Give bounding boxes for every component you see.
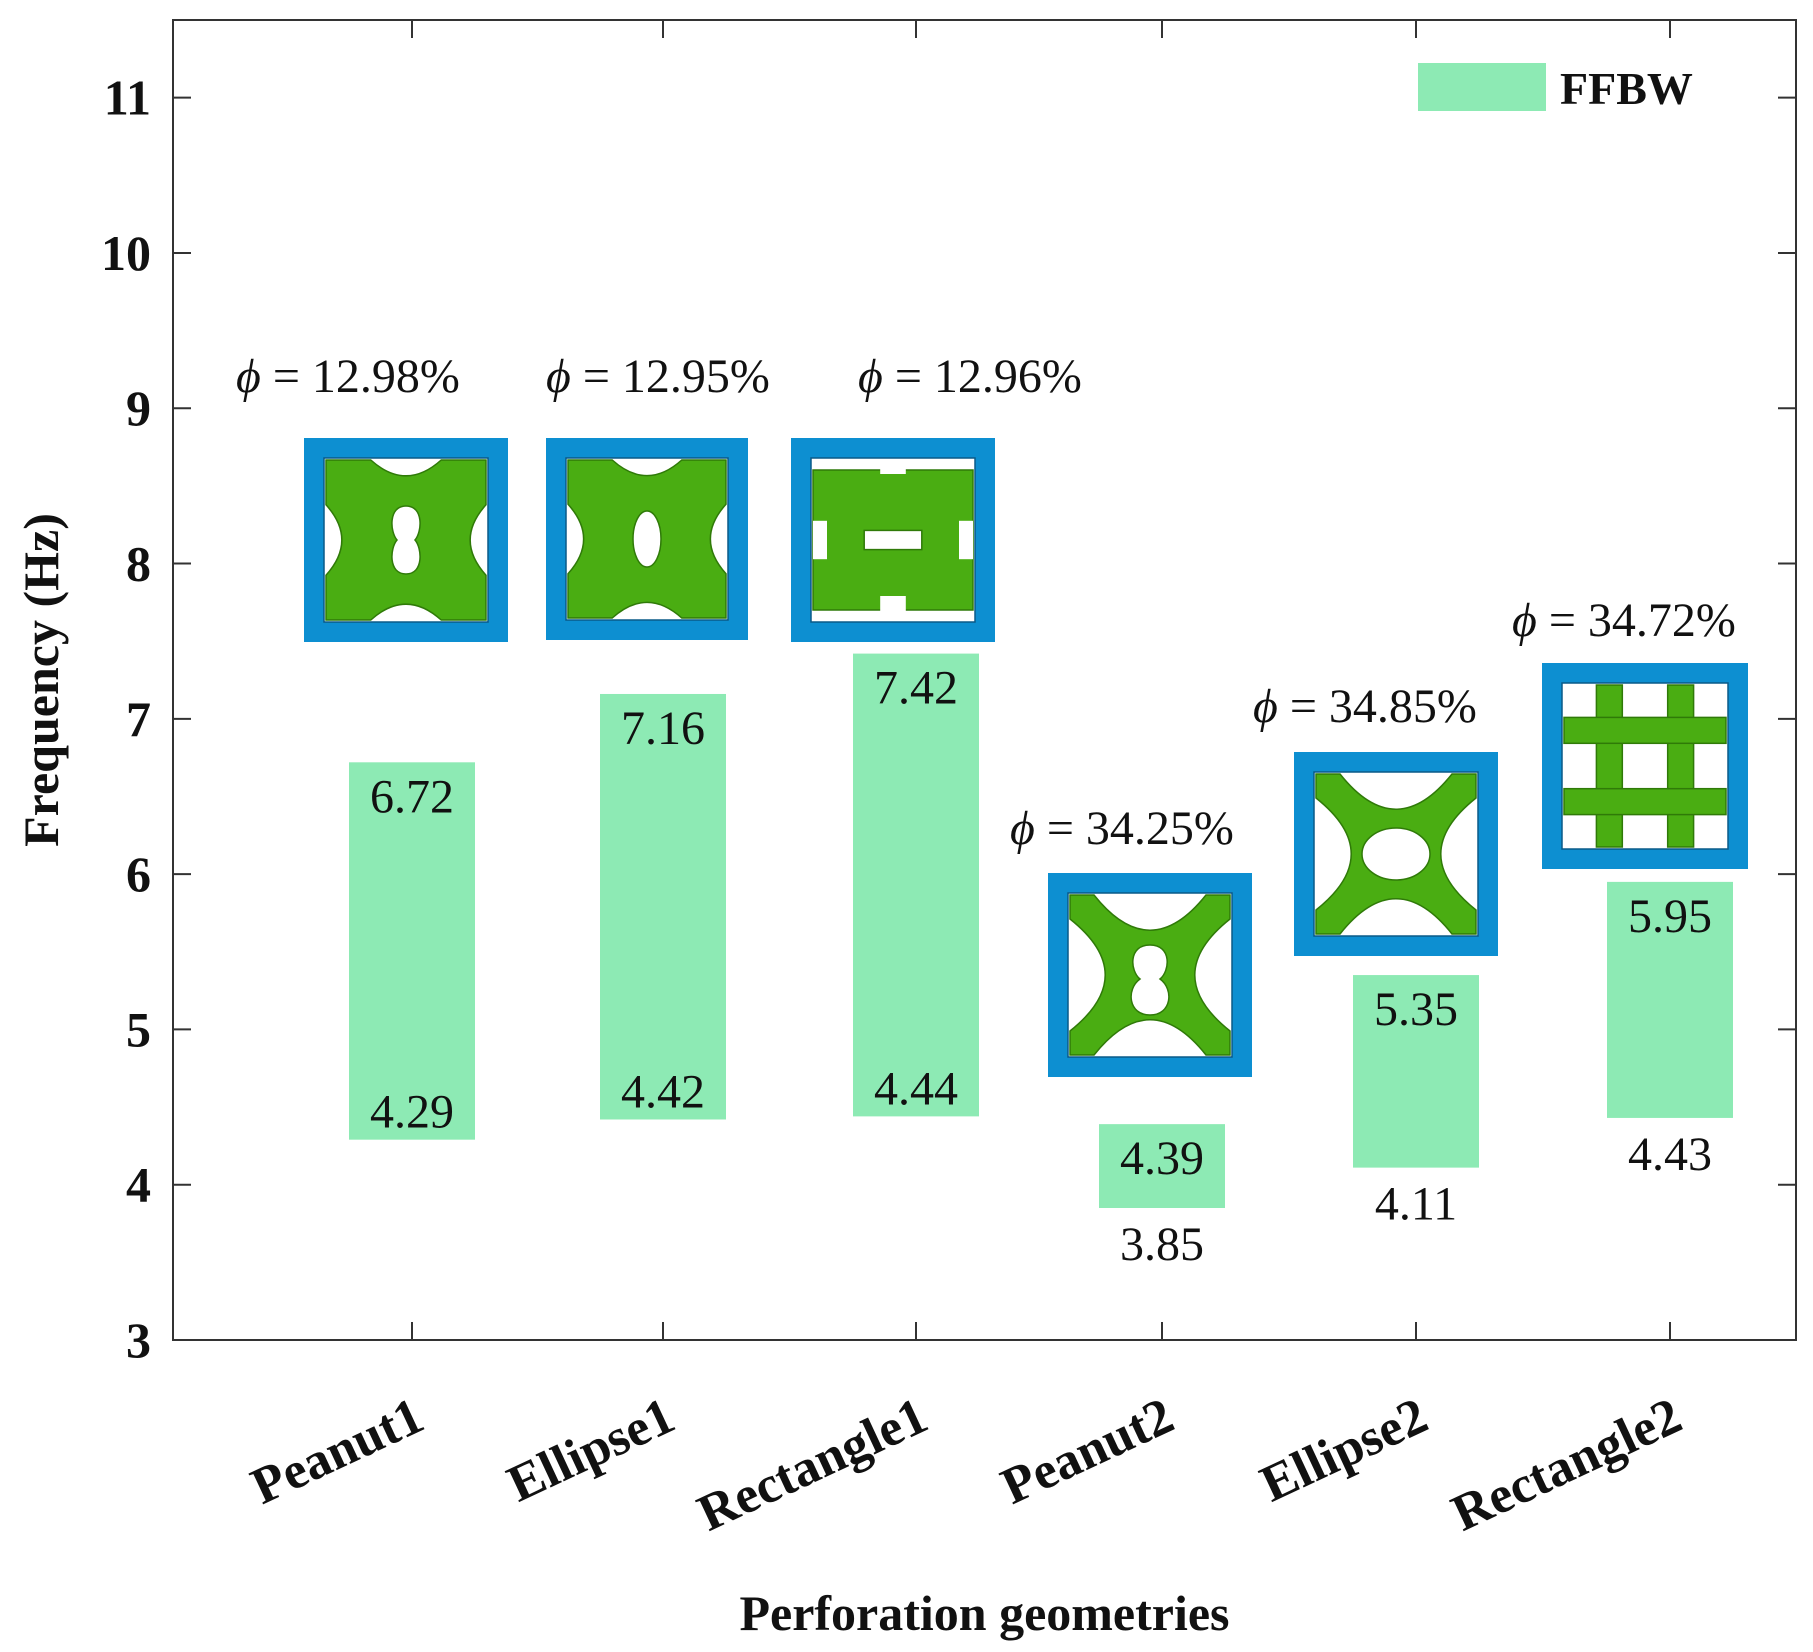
lower-edge-label: 3.85 xyxy=(1120,1218,1204,1271)
ellipse1-cell-icon xyxy=(546,438,748,640)
inset-hole xyxy=(632,510,662,568)
y-tick-label: 4 xyxy=(126,1157,151,1213)
porosity-label: ϕ = 12.98% xyxy=(236,350,460,403)
y-axis-title: Frequency (Hz) xyxy=(13,513,69,847)
x-category-label: Rectangle2 xyxy=(1443,1387,1690,1542)
peanut2-cell-icon xyxy=(1048,873,1252,1077)
lower-edge-label: 4.11 xyxy=(1375,1178,1457,1231)
legend-swatch xyxy=(1418,63,1546,111)
lower-edge-label: 4.44 xyxy=(874,1062,958,1115)
inset-notch xyxy=(880,460,906,474)
upper-edge-label: 7.42 xyxy=(874,662,958,715)
peanut1-cell-icon xyxy=(304,438,508,642)
plot-frame xyxy=(172,19,1797,1341)
porosity-label: ϕ = 34.72% xyxy=(1512,594,1736,647)
lower-edge-label: 4.42 xyxy=(621,1065,705,1118)
inset-hole xyxy=(391,505,421,575)
y-tick-label: 7 xyxy=(126,691,151,747)
upper-edge-label: 4.39 xyxy=(1120,1132,1204,1185)
porosity-label: ϕ = 12.96% xyxy=(858,350,1082,403)
x-axis-title: Perforation geometries xyxy=(739,1585,1229,1641)
y-tick-label: 11 xyxy=(104,70,151,126)
inset-notch xyxy=(880,596,906,620)
ellipse2-cell-icon xyxy=(1294,752,1498,956)
x-category-label: Peanut1 xyxy=(243,1387,432,1516)
rectangle2-cell-icon xyxy=(1542,663,1748,869)
ffbw-bar xyxy=(1607,881,1733,1118)
x-category-label: Peanut2 xyxy=(993,1387,1182,1516)
inset-hole xyxy=(863,529,923,551)
y-tick-label: 9 xyxy=(126,380,151,436)
ffbw-bar xyxy=(1099,1124,1225,1208)
y-tick-label: 5 xyxy=(126,1001,151,1057)
ffbw-bar xyxy=(349,762,475,1140)
lower-edge-label: 4.43 xyxy=(1628,1128,1712,1181)
inset-bar xyxy=(1563,716,1727,745)
unit-cell-insets-layer xyxy=(304,438,1748,1077)
inset-hole xyxy=(1361,827,1431,881)
porosity-label: ϕ = 34.85% xyxy=(1253,680,1477,733)
y-tick-label: 6 xyxy=(126,846,151,902)
y-tick-label: 3 xyxy=(126,1312,151,1368)
ffbw-bar xyxy=(853,653,979,1117)
x-category-label: Ellipse2 xyxy=(1252,1387,1436,1513)
y-tick-label: 8 xyxy=(126,536,151,592)
inset-bar xyxy=(1563,787,1727,816)
inset-notch xyxy=(813,520,827,560)
legend-label: FFBW xyxy=(1560,63,1693,114)
porosity-label: ϕ = 12.95% xyxy=(546,350,770,403)
ffbw-bar xyxy=(600,693,726,1120)
upper-edge-label: 7.16 xyxy=(621,702,705,755)
upper-edge-label: 5.95 xyxy=(1628,890,1712,943)
inset-bar xyxy=(1666,684,1695,848)
upper-edge-label: 5.35 xyxy=(1374,983,1458,1036)
x-category-label: Rectangle1 xyxy=(689,1387,936,1542)
ffbw-bar xyxy=(1353,975,1479,1168)
y-tick-label: 10 xyxy=(101,225,151,281)
upper-edge-label: 6.72 xyxy=(370,770,454,823)
x-category-label: Ellipse1 xyxy=(499,1387,683,1513)
inset-hole xyxy=(1130,944,1170,1016)
inset-bar xyxy=(1595,684,1624,848)
inset-window xyxy=(1561,682,1729,850)
inset-notch xyxy=(959,520,973,560)
lower-edge-label: 4.29 xyxy=(370,1086,454,1139)
porosity-label: ϕ = 34.25% xyxy=(1010,802,1234,855)
rectangle1-cell-icon xyxy=(791,438,995,642)
axes-frame-layer xyxy=(172,19,1797,1341)
bars-layer xyxy=(349,653,1733,1208)
